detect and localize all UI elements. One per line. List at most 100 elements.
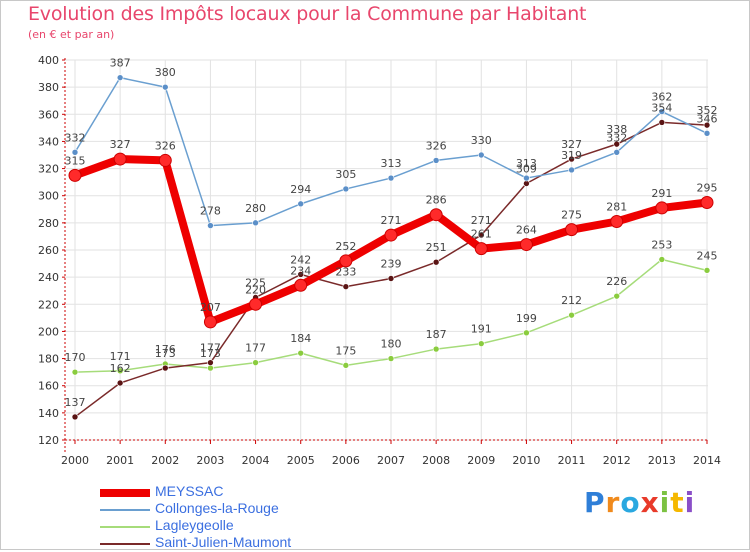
y-tick-label: 220: [38, 298, 59, 311]
series-lagleygeolle: [71, 256, 711, 376]
data-point: [523, 180, 530, 187]
data-point: [568, 155, 575, 163]
data-label: 220: [245, 283, 266, 296]
series-collonges-la-rouge: [71, 74, 711, 229]
logo-letter: x: [640, 486, 660, 519]
data-label: 319: [561, 149, 582, 162]
logo-letter: r: [605, 486, 621, 519]
data-point: [658, 119, 666, 126]
data-label: 295: [697, 182, 718, 195]
y-tick-label: 340: [38, 135, 59, 148]
data-label: 271: [381, 214, 402, 227]
data-label: 226: [606, 275, 627, 288]
data-point: [252, 219, 259, 227]
x-tick-label: 2005: [287, 454, 315, 467]
x-tick-label: 2011: [558, 454, 586, 467]
data-label: 253: [651, 239, 672, 252]
data-label: 264: [516, 224, 537, 237]
data-point: [523, 174, 530, 182]
data-point: [116, 379, 124, 387]
x-tick-label: 2006: [332, 454, 360, 467]
data-point: [655, 201, 669, 215]
data-label: 242: [290, 253, 311, 266]
data-label: 352: [697, 104, 718, 117]
data-label: 173: [155, 347, 176, 360]
proxiti-logo: Proxiti: [584, 486, 695, 519]
x-tick-label: 2007: [377, 454, 405, 467]
data-label: 271: [471, 214, 492, 227]
logo-letter: t: [670, 486, 685, 519]
data-point: [342, 185, 350, 193]
data-label: 332: [606, 131, 627, 144]
data-point: [207, 359, 214, 366]
y-tick-label: 200: [38, 325, 59, 338]
data-point: [387, 275, 395, 282]
data-label: 309: [516, 163, 537, 176]
data-label: 313: [516, 157, 537, 170]
y-tick-label: 400: [38, 54, 59, 67]
data-point: [294, 278, 308, 292]
data-label: 251: [426, 241, 447, 254]
data-point: [703, 267, 711, 274]
data-label: 187: [426, 328, 447, 341]
data-label: 327: [110, 138, 131, 151]
data-point: [68, 168, 82, 182]
data-label: 245: [697, 249, 718, 262]
data-label: 286: [426, 194, 447, 207]
chart-subtitle: (en € et par an): [28, 28, 115, 41]
data-point: [658, 256, 666, 263]
y-tick-label: 380: [38, 81, 59, 94]
x-tick-label: 2004: [242, 454, 270, 467]
data-label: 291: [651, 187, 672, 200]
data-point: [71, 368, 79, 376]
legend-label-lagleygeolle: Lagleygeolle: [155, 517, 234, 533]
data-point: [474, 242, 488, 256]
data-label: 171: [110, 350, 131, 363]
data-point: [116, 74, 124, 81]
data-label: 380: [155, 66, 176, 79]
data-label: 162: [110, 362, 131, 375]
data-point: [477, 231, 485, 239]
data-label: 315: [65, 154, 86, 167]
data-point: [342, 362, 350, 369]
data-point: [565, 223, 579, 237]
data-label: 175: [335, 344, 356, 357]
data-point: [477, 151, 485, 159]
data-label: 326: [426, 139, 447, 152]
data-label: 177: [245, 342, 266, 355]
legend-swatch-collonges: [100, 508, 150, 511]
data-label: 330: [471, 134, 492, 147]
data-point: [477, 340, 485, 347]
y-tick-label: 300: [38, 190, 59, 203]
y-tick-label: 140: [38, 407, 59, 420]
logo-letter: P: [584, 486, 606, 519]
data-point: [568, 311, 575, 319]
data-point: [429, 208, 443, 222]
data-point: [252, 359, 259, 366]
data-point: [116, 367, 124, 375]
data-label: 137: [65, 396, 86, 409]
data-point: [342, 283, 350, 290]
data-label: 207: [200, 301, 221, 314]
y-tick-label: 120: [38, 434, 59, 447]
y-tick-label: 160: [38, 380, 59, 393]
data-point: [161, 364, 169, 372]
data-point: [384, 228, 398, 242]
data-point: [71, 413, 79, 421]
data-point: [339, 254, 353, 268]
data-label: 234: [290, 264, 311, 277]
data-point: [432, 157, 440, 164]
data-label: 346: [697, 112, 718, 125]
data-point: [613, 140, 621, 148]
data-label: 305: [335, 168, 356, 181]
data-point: [610, 215, 624, 228]
data-point: [297, 271, 305, 278]
data-point: [568, 166, 575, 174]
data-point: [387, 174, 395, 182]
y-tick-label: 180: [38, 353, 59, 366]
data-point: [71, 148, 79, 156]
data-label: 362: [651, 91, 672, 104]
data-label: 332: [65, 131, 86, 144]
